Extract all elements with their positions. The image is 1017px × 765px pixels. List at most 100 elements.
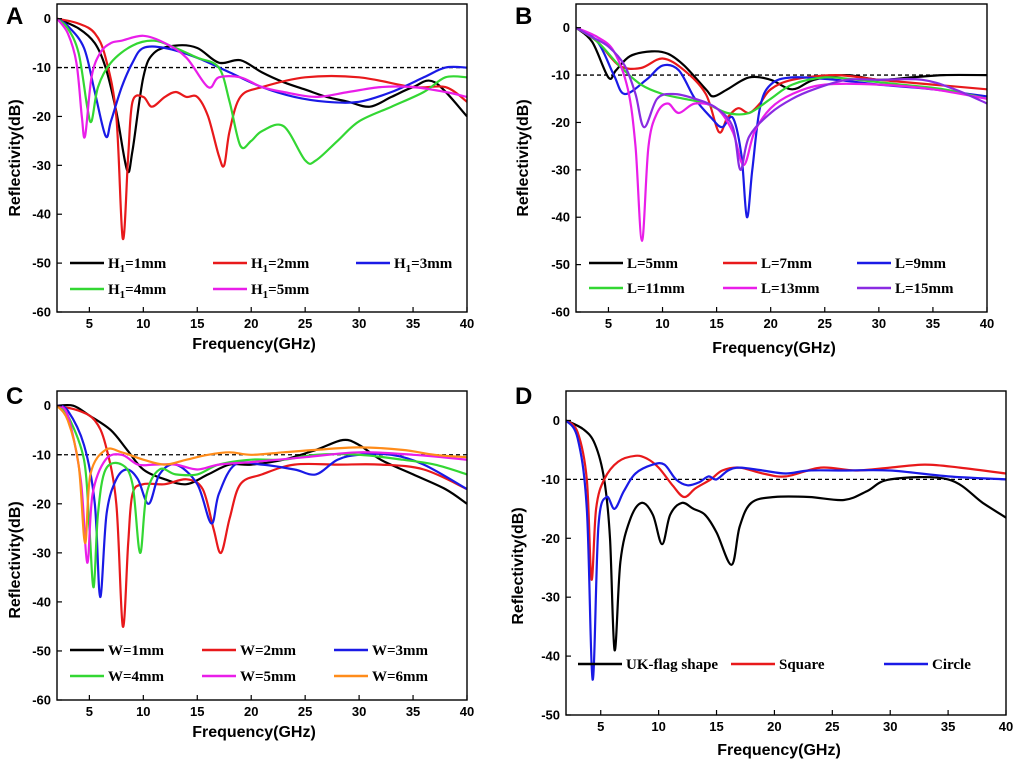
- legend-label: Circle: [932, 657, 971, 673]
- x-tick-label: 40: [999, 719, 1013, 734]
- legend-label: UK-flag shape: [626, 657, 718, 673]
- legend-label: L=9mm: [895, 256, 947, 272]
- x-tick-label: 30: [352, 704, 366, 719]
- panel-d-plot: 5 10 15 20 25 30 35 40 0 -10 -20 -30 -40 -50 UK-flag s…: [541, 390, 1013, 734]
- panel-a-plot: 5 10 15 20 25 30 35 40 0 -10 -20 -30 -40 -50 -60 H1=1mm…: [32, 3, 474, 331]
- y-tick-label: -20: [551, 115, 570, 130]
- x-tick-label: 25: [298, 316, 312, 331]
- y-tick-label: -40: [32, 594, 51, 609]
- series-line-square: [566, 419, 1006, 581]
- x-tick-label: 15: [190, 316, 204, 331]
- y-tick-label: 0: [563, 20, 570, 35]
- legend: L=5mm L=7mm L=9mm L=11mm L=13mm L=15mm: [589, 256, 954, 297]
- legend: UK-flag shape Square Circle: [578, 657, 971, 673]
- y-tick-label: -10: [32, 447, 51, 462]
- legend-label: W=4mm: [108, 669, 165, 685]
- y-tick-label: -10: [32, 60, 51, 75]
- plot-frame: [56, 390, 468, 701]
- x-tick-label: 30: [883, 719, 897, 734]
- x-tick-label: 10: [651, 719, 665, 734]
- x-tick-label: 35: [941, 719, 955, 734]
- series-line-l-7mm: [576, 26, 987, 134]
- y-tick-label: -20: [32, 109, 51, 124]
- y-tick-label: -30: [551, 162, 570, 177]
- legend: H1=1mm H1=2mm H1=3mm H1=4mm H1=5mm: [70, 256, 453, 301]
- series-line-w-2mm: [57, 404, 467, 628]
- plot-frame: [575, 3, 988, 313]
- panel-c-xlabel: Frequency(GHz): [192, 724, 316, 741]
- y-tick-label: -20: [541, 531, 560, 546]
- y-tick-label: -60: [551, 305, 570, 320]
- panel-b-letter: B: [515, 3, 532, 30]
- legend-label: W=3mm: [372, 643, 429, 659]
- series-line-uk-flag-shape: [566, 419, 1006, 652]
- panel-b: B Reflectivity(dB) Frequency(GHz) 5 10 15 2…: [515, 3, 994, 357]
- series-line-w-6mm: [57, 404, 467, 545]
- x-tick-label: 5: [86, 704, 93, 719]
- y-tick-label: 0: [44, 11, 51, 26]
- panel-a-xlabel: Frequency(GHz): [192, 336, 316, 353]
- legend-label: W=6mm: [372, 669, 429, 685]
- y-tick-label: -20: [32, 496, 51, 511]
- panel-b-ylabel: Reflectivity(dB): [515, 99, 532, 216]
- panel-c: C Reflectivity(dB) Frequency(GHz) 5 10 15 2…: [6, 383, 474, 741]
- panel-a-ylabel: Reflectivity(dB): [7, 99, 24, 216]
- series-line-w-3mm: [57, 404, 467, 599]
- x-tick-label: 40: [460, 316, 474, 331]
- panel-b-xlabel: Frequency(GHz): [712, 340, 836, 357]
- series-line-circle: [566, 419, 1006, 681]
- y-tick-label: -50: [551, 257, 570, 272]
- legend-label: H1=5mm: [251, 282, 310, 301]
- x-tick-label: 25: [818, 316, 832, 331]
- legend-label: L=15mm: [895, 281, 954, 297]
- panel-a-letter: A: [6, 3, 23, 30]
- x-tick-label: 10: [136, 316, 150, 331]
- x-tick-label: 30: [872, 316, 886, 331]
- x-tick-label: 5: [86, 316, 93, 331]
- y-tick-label: -60: [32, 693, 51, 708]
- x-tick-label: 5: [597, 719, 604, 734]
- x-tick-label: 15: [709, 316, 723, 331]
- legend-label: H1=2mm: [251, 256, 310, 275]
- panel-d: D Reflectivity(dB) Frequency(GHz) 5 10 15 2…: [510, 383, 1013, 759]
- x-tick-label: 5: [605, 316, 612, 331]
- x-tick-label: 20: [244, 316, 258, 331]
- x-tick-label: 20: [767, 719, 781, 734]
- series-line-h1-2mm: [57, 17, 467, 240]
- y-tick-label: -30: [541, 590, 560, 605]
- x-tick-label: 15: [190, 704, 204, 719]
- y-tick-label: -10: [551, 68, 570, 83]
- legend: W=1mm W=2mm W=3mm W=4mm W=5mm W=6mm: [70, 643, 429, 685]
- x-tick-label: 35: [406, 704, 420, 719]
- y-tick-label: 0: [553, 413, 560, 428]
- legend-label: L=11mm: [627, 281, 685, 297]
- legend-label: L=7mm: [761, 256, 813, 272]
- series-line-l-13mm: [576, 26, 987, 242]
- plot-frame: [56, 3, 468, 313]
- panel-d-ylabel: Reflectivity(dB): [510, 507, 527, 624]
- legend-label: W=1mm: [108, 643, 165, 659]
- x-tick-label: 10: [655, 316, 669, 331]
- panel-a: A Reflectivity(dB) Frequency(GHz) 5 10 15 2…: [6, 3, 474, 353]
- y-tick-label: -50: [32, 643, 51, 658]
- x-tick-label: 25: [298, 704, 312, 719]
- y-tick-label: -40: [32, 207, 51, 222]
- panel-d-letter: D: [515, 383, 532, 410]
- y-tick-label: -50: [32, 256, 51, 271]
- series-line-l-15mm: [576, 26, 987, 171]
- y-tick-label: -40: [541, 649, 560, 664]
- y-tick-label: -30: [32, 545, 51, 560]
- y-tick-label: -40: [551, 210, 570, 225]
- y-tick-label: -60: [32, 305, 51, 320]
- y-tick-label: -10: [541, 472, 560, 487]
- legend-label: W=5mm: [240, 669, 297, 685]
- y-tick-label: -30: [32, 158, 51, 173]
- x-tick-label: 30: [352, 316, 366, 331]
- y-tick-label: -50: [541, 708, 560, 723]
- x-tick-label: 10: [136, 704, 150, 719]
- x-tick-label: 25: [825, 719, 839, 734]
- x-tick-label: 20: [763, 316, 777, 331]
- legend-label: Square: [779, 657, 825, 673]
- plot-frame: [565, 390, 1007, 716]
